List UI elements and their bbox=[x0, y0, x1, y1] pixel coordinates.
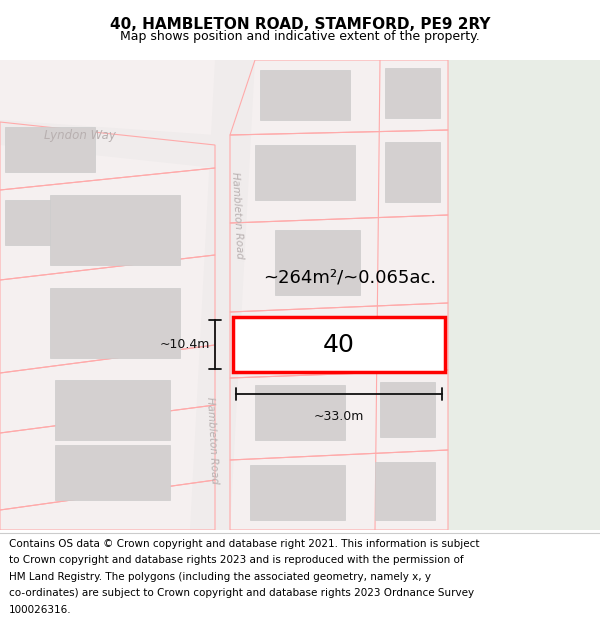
Text: 40, HAMBLETON ROAD, STAMFORD, PE9 2RY: 40, HAMBLETON ROAD, STAMFORD, PE9 2RY bbox=[110, 17, 490, 32]
Polygon shape bbox=[0, 120, 215, 168]
Bar bbox=[375, 462, 435, 520]
Bar bbox=[5, 127, 95, 172]
Text: co-ordinates) are subject to Crown copyright and database rights 2023 Ordnance S: co-ordinates) are subject to Crown copyr… bbox=[9, 588, 474, 598]
Text: HM Land Registry. The polygons (including the associated geometry, namely x, y: HM Land Registry. The polygons (includin… bbox=[9, 572, 431, 582]
Bar bbox=[55, 380, 170, 440]
Text: Contains OS data © Crown copyright and database right 2021. This information is : Contains OS data © Crown copyright and d… bbox=[9, 539, 479, 549]
Text: 100026316.: 100026316. bbox=[9, 605, 71, 615]
Text: ~10.4m: ~10.4m bbox=[160, 338, 210, 351]
Bar bbox=[380, 382, 435, 437]
Bar bbox=[385, 142, 440, 202]
Polygon shape bbox=[190, 60, 255, 530]
Text: Hambleton Road: Hambleton Road bbox=[230, 171, 244, 259]
Text: Map shows position and indicative extent of the property.: Map shows position and indicative extent… bbox=[120, 30, 480, 43]
Bar bbox=[250, 465, 345, 520]
Text: Lyndon Way: Lyndon Way bbox=[44, 129, 116, 141]
Text: to Crown copyright and database rights 2023 and is reproduced with the permissio: to Crown copyright and database rights 2… bbox=[9, 555, 464, 565]
Bar bbox=[50, 288, 180, 358]
Bar bbox=[5, 200, 50, 245]
Bar bbox=[255, 145, 355, 200]
Bar bbox=[385, 68, 440, 118]
Text: ~33.0m: ~33.0m bbox=[314, 410, 364, 423]
Bar bbox=[233, 317, 445, 372]
Text: Hambleton Road: Hambleton Road bbox=[205, 396, 219, 484]
Bar bbox=[275, 230, 360, 295]
Text: ~264m²/~0.065ac.: ~264m²/~0.065ac. bbox=[263, 269, 437, 287]
Bar bbox=[260, 70, 350, 120]
Text: 40: 40 bbox=[323, 332, 355, 356]
Bar bbox=[255, 385, 345, 440]
Bar bbox=[55, 445, 170, 500]
Bar bbox=[50, 195, 180, 265]
Bar bbox=[448, 60, 600, 530]
